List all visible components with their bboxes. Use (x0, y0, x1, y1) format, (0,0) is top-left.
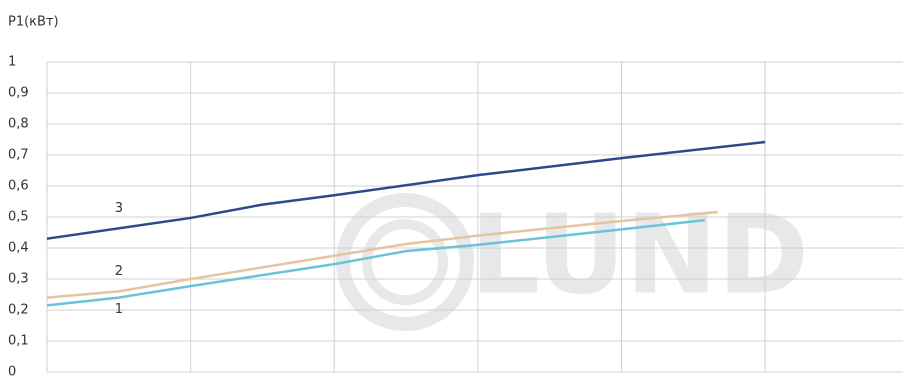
y-tick-label: 0,3 (8, 272, 29, 287)
y-tick-label: 0,7 (8, 148, 29, 163)
y-tick-label: 0,4 (8, 241, 29, 256)
y-tick-label: 0,9 (8, 86, 29, 101)
series-line (46, 140, 766, 240)
y-tick-label: 0,2 (8, 303, 29, 318)
y-tick-label: 0,8 (8, 117, 29, 132)
watermark-ring (362, 219, 448, 305)
series-label: 3 (115, 201, 123, 216)
series-label: 2 (115, 264, 123, 279)
watermark: LUND (470, 190, 809, 318)
y-tick-label: 0,6 (8, 179, 29, 194)
series-line (46, 210, 718, 299)
series-label: 1 (115, 302, 123, 317)
series-line (46, 218, 705, 307)
y-tick-label: 0,5 (8, 210, 29, 225)
y-tick-label: 0,1 (8, 334, 29, 349)
watermark-ring (336, 193, 474, 331)
y-axis-label: P1(кВт) (8, 15, 59, 30)
y-tick-label: 1 (8, 55, 16, 70)
y-tick-label: 0 (8, 365, 16, 379)
